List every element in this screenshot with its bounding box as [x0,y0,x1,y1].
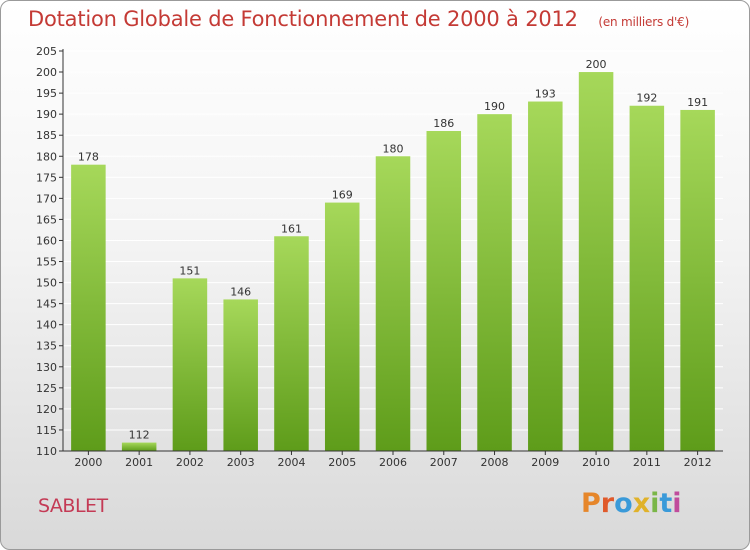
value-label-2006: 180 [383,142,404,155]
y-tick-label: 150 [36,277,57,290]
logo-letter: r [600,488,615,519]
x-tick-label-2012: 2012 [684,456,712,469]
logo-letter: P [581,488,601,519]
value-label-2008: 190 [484,100,505,113]
bar-2008 [477,114,512,451]
bar-2006 [375,156,411,451]
bar-2003 [223,299,258,451]
value-label-2001: 112 [129,429,150,442]
chart-unit-label: (en milliers d'€) [598,15,690,29]
value-label-2000: 178 [78,151,99,164]
logo-letter: i [672,488,682,519]
bar-2005 [324,202,360,451]
value-label-2009: 193 [535,88,556,101]
y-tick-label: 200 [36,66,57,79]
x-tick-label-2004: 2004 [277,456,305,469]
logo-letter: o [614,488,633,519]
bar-2000 [71,164,106,451]
y-tick-label: 190 [36,108,57,121]
y-tick-label: 170 [36,192,57,205]
value-label-2003: 146 [230,285,251,298]
bar-2001 [121,442,157,451]
bar-2007 [426,131,462,451]
commune-name: SABLET [38,495,108,517]
y-tick-label: 115 [36,424,57,437]
y-tick-label: 120 [36,403,57,416]
bar-2002 [172,278,208,451]
bar-2004 [274,236,309,451]
proxiti-logo: Proxiti [581,488,682,519]
y-tick-label: 175 [36,171,57,184]
x-tick-label-2007: 2007 [430,456,458,469]
value-label-2005: 169 [332,189,353,202]
bar-2012 [680,109,715,452]
x-tick-label-2003: 2003 [227,456,255,469]
y-tick-label: 160 [36,234,57,247]
y-tick-label: 135 [36,340,57,353]
axes: 110 115 120 125 130 135 140 145 150 155 160 165 170 1… [36,45,723,469]
value-label-2010: 200 [586,58,607,71]
y-tick-label: 165 [36,213,57,226]
chart-title: Dotation Globale de Fonctionnement de 20… [28,7,689,31]
y-tick-label: 180 [36,150,57,163]
x-tick-label-2009: 2009 [531,456,559,469]
value-label-2012: 191 [687,96,708,109]
y-tick-label: 155 [36,256,57,269]
bar-2009 [528,101,563,452]
y-tick-label: 130 [36,361,57,374]
chart-title-text: Dotation Globale de Fonctionnement de 20… [28,7,578,31]
y-tick-label: 125 [36,382,57,395]
y-tick-label: 185 [36,129,57,142]
bar-2011 [629,105,665,451]
x-tick-label-2006: 2006 [379,456,407,469]
x-tick-label-2005: 2005 [328,456,356,469]
y-tick-label: 145 [36,298,57,311]
x-tick-label-2008: 2008 [481,456,509,469]
value-label-2002: 151 [179,264,200,277]
y-tick-label: 140 [36,319,57,332]
y-tick-label: 195 [36,87,57,100]
x-tick-label-2000: 2000 [74,456,102,469]
value-label-2011: 192 [636,92,657,105]
logo-letter: x [632,488,651,519]
bars: 178 112 151 146 161 169 180 186 190 193 200 192 191 [71,58,715,452]
x-tick-label-2002: 2002 [176,456,204,469]
logo-letter: t [659,488,673,519]
x-tick-label-2001: 2001 [125,456,153,469]
y-tick-label: 205 [36,45,57,58]
x-tick-label-2011: 2011 [633,456,661,469]
value-label-2007: 186 [433,117,454,130]
y-tick-label: 110 [36,445,57,458]
logo-letter: i [650,488,660,519]
bar-2010 [578,72,614,451]
value-label-2004: 161 [281,222,302,235]
x-tick-label-2010: 2010 [582,456,610,469]
